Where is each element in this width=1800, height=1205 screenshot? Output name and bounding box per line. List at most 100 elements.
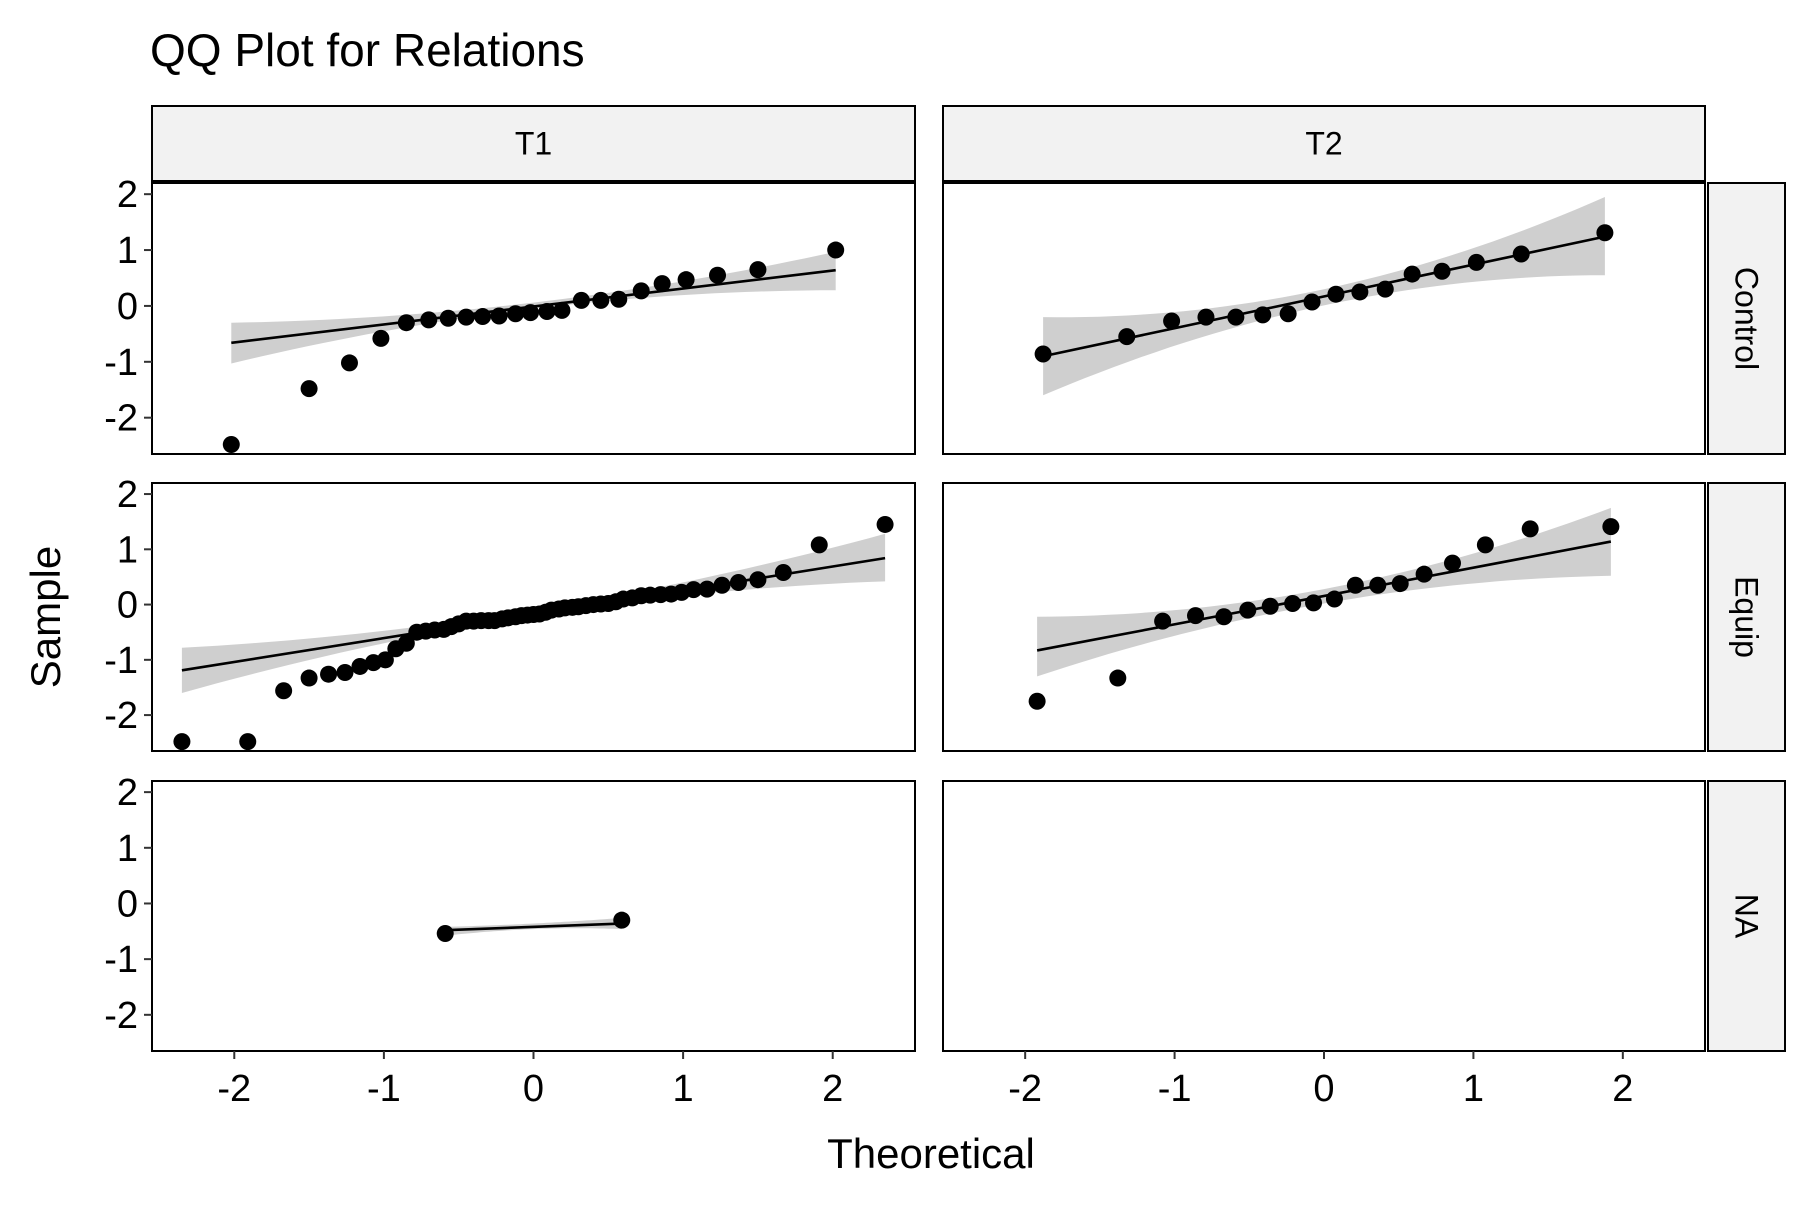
x-axes: -2 -1 0 1 2 -2 -1 0 1 2: [217, 1051, 1633, 1110]
data-point: [553, 301, 571, 319]
data-point: [610, 290, 628, 308]
x-axis-t2: -2 -1 0 1 2: [1008, 1051, 1633, 1110]
facet-strip-label-t2: T2: [1305, 126, 1342, 162]
y-tick-label: 2: [117, 174, 138, 216]
data-point: [1369, 576, 1387, 594]
y-axes: -2 -1 0 1 2 -2 -1 0 1 2 -2 -1 0 1 2: [104, 174, 152, 1037]
y-tick-label: 1: [117, 828, 138, 870]
y-axis-equip: -2 -1 0 1 2: [104, 474, 152, 737]
data-point: [1284, 594, 1302, 612]
panel-border: [942, 182, 1706, 455]
data-point: [1109, 669, 1127, 687]
data-point: [1163, 312, 1181, 330]
data-point: [1443, 554, 1461, 572]
y-tick-label: 0: [117, 585, 138, 627]
panel-border: [942, 482, 1706, 752]
x-tick-label: -2: [1008, 1068, 1042, 1110]
x-tick-label: 0: [523, 1068, 544, 1110]
data-point: [1279, 305, 1297, 323]
data-point: [1602, 518, 1620, 536]
data-point: [685, 581, 703, 599]
data-point: [1118, 328, 1136, 346]
panel-t2-na: [942, 780, 1706, 1052]
data-point: [222, 436, 240, 454]
data-point: [351, 657, 369, 675]
facet-panels: [151, 182, 1706, 1052]
y-axis-title: Sample: [22, 546, 69, 688]
y-tick-label: -2: [104, 398, 138, 440]
data-point: [1028, 692, 1046, 710]
data-point: [1261, 597, 1279, 615]
data-point: [275, 682, 293, 700]
data-point: [1351, 283, 1369, 301]
data-point: [173, 733, 191, 751]
y-tick-label: 2: [117, 474, 138, 516]
facet-column-strips: T1 T2: [151, 105, 1706, 182]
data-point: [1521, 520, 1539, 538]
data-point: [1325, 590, 1343, 608]
data-point: [300, 669, 318, 687]
data-point: [810, 536, 828, 554]
y-tick-label: -1: [104, 342, 138, 384]
data-point: [1433, 262, 1451, 280]
x-tick-label: -1: [1158, 1068, 1192, 1110]
data-point: [1346, 576, 1364, 594]
facet-strip-t2: [942, 105, 1706, 182]
data-point: [474, 308, 492, 326]
panel-background: [943, 781, 1705, 1051]
y-axis-control: -2 -1 0 1 2: [104, 174, 152, 440]
facet-strip-label-na: NA: [1729, 894, 1765, 939]
confidence-band: [1037, 507, 1611, 677]
data-point: [729, 573, 747, 591]
panel-t2-equip: [942, 482, 1706, 752]
facet-strip-label-control: Control: [1729, 267, 1765, 370]
x-tick-label: 1: [1463, 1068, 1484, 1110]
data-point: [490, 307, 508, 325]
data-point: [774, 564, 792, 582]
y-tick-label: -1: [104, 640, 138, 682]
panel-t1-control: [151, 182, 916, 455]
panel-t1-equip: [151, 482, 916, 752]
x-tick-label: 2: [1612, 1068, 1633, 1110]
x-tick-label: 2: [822, 1068, 843, 1110]
y-tick-label: 2: [117, 772, 138, 814]
x-tick-label: -1: [367, 1068, 401, 1110]
data-point: [300, 380, 318, 398]
data-point: [1215, 608, 1233, 626]
data-point: [1305, 594, 1323, 612]
data-point: [1415, 565, 1433, 583]
data-point: [713, 576, 731, 594]
data-point: [1376, 280, 1394, 298]
y-tick-label: -2: [104, 695, 138, 737]
panel-t1-na: [151, 780, 916, 1052]
x-axis-title: Theoretical: [827, 1130, 1035, 1177]
x-axis-t1: -2 -1 0 1 2: [217, 1051, 843, 1110]
panel-t2-control: [942, 182, 1706, 455]
data-point: [613, 911, 631, 929]
data-point: [1467, 253, 1485, 271]
facet-strip-control: [1707, 182, 1786, 455]
y-tick-label: 0: [117, 286, 138, 328]
data-point: [876, 515, 894, 533]
y-tick-label: 1: [117, 529, 138, 571]
data-point: [592, 291, 610, 309]
data-point: [1197, 308, 1215, 326]
data-point: [698, 580, 716, 598]
data-point: [1187, 607, 1205, 625]
data-point: [1303, 293, 1321, 311]
data-point: [376, 651, 394, 669]
data-point: [1391, 575, 1409, 593]
panel-background: [152, 781, 915, 1051]
reference-line: [445, 922, 622, 932]
facet-strip-label-equip: Equip: [1729, 576, 1765, 658]
data-point: [827, 241, 845, 259]
data-point: [340, 354, 358, 372]
y-tick-label: -2: [104, 995, 138, 1037]
data-point: [1476, 536, 1494, 554]
data-point: [1327, 285, 1345, 303]
data-point: [749, 261, 767, 279]
y-tick-label: 1: [117, 230, 138, 272]
data-point: [1512, 245, 1530, 263]
